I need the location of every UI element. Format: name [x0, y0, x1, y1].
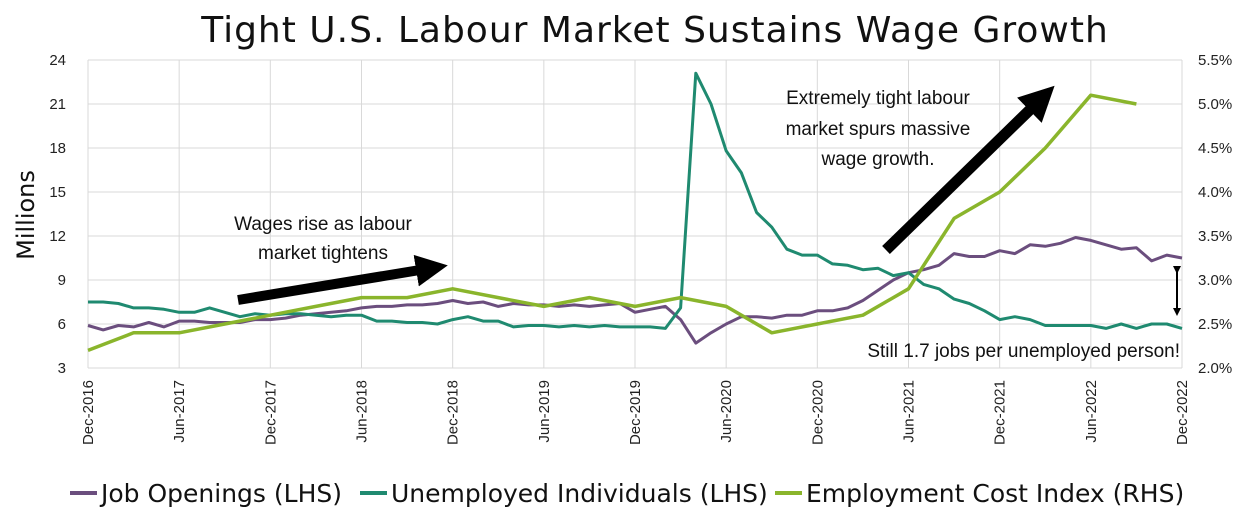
annotation-tight-line-1: Extremely tight labour [786, 88, 970, 109]
y-tick-label: 18 [49, 140, 66, 157]
y-tick-label: 12 [49, 228, 66, 245]
annotation-tight-line-3: wage growth. [820, 149, 934, 170]
series-line-employment-cost-index [87, 93, 1137, 353]
legend-item-job-openings: Job Openings (LHS) [70, 479, 342, 508]
annotations: Wages rise as labour market tightens Ext… [234, 88, 1180, 362]
x-tick-label: Dec-2019 [627, 380, 644, 445]
x-tick-label: Dec-2022 [1174, 380, 1191, 445]
annotation-wages-line-1: Wages rise as labour [234, 214, 412, 235]
x-tick-label: Jun-2017 [171, 380, 188, 443]
x-tick-label: Dec-2016 [80, 380, 97, 445]
legend-item-unemployed: Unemployed Individuals (LHS) [360, 479, 768, 508]
annotation-tight-line-2: market spurs massive [786, 119, 971, 140]
y2-tick-label: 2.0% [1198, 360, 1232, 377]
x-axis: Dec-2016 Jun-2017 Dec-2017 Jun-2018 Dec-2018… [80, 380, 1191, 445]
y-tick-label: 21 [49, 96, 66, 113]
legend-label-unemployed: Unemployed Individuals (LHS) [391, 479, 768, 508]
left-y-axis: 3 6 9 12 15 18 21 24 [49, 52, 66, 377]
y-axis-label: Millions [12, 170, 40, 260]
y2-tick-label: 4.5% [1198, 140, 1232, 157]
y2-tick-label: 3.0% [1198, 272, 1232, 289]
y2-tick-label: 4.0% [1198, 184, 1232, 201]
y2-tick-label: 3.5% [1198, 228, 1232, 245]
y-tick-label: 9 [58, 272, 66, 289]
y-tick-label: 15 [49, 184, 66, 201]
grid [87, 59, 1183, 369]
series-lines [87, 71, 1183, 353]
y-tick-label: 6 [58, 316, 66, 333]
x-tick-label: Dec-2020 [809, 380, 826, 445]
y2-tick-label: 5.5% [1198, 52, 1232, 69]
y-tick-label: 24 [49, 52, 66, 69]
x-tick-label: Dec-2017 [262, 380, 279, 445]
legend-label-job-openings: Job Openings (LHS) [99, 479, 342, 508]
x-tick-label: Jun-2020 [718, 380, 735, 443]
y-tick-label: 3 [58, 360, 66, 377]
x-tick-label: Dec-2021 [992, 380, 1009, 445]
x-tick-label: Jun-2021 [901, 380, 918, 443]
x-tick-label: Jun-2019 [536, 380, 553, 443]
legend-item-eci: Employment Cost Index (RHS) [775, 479, 1184, 508]
legend: Job Openings (LHS) Unemployed Individual… [70, 479, 1184, 508]
arrow-wages-rise [237, 254, 448, 305]
right-y-axis: 2.0% 2.5% 3.0% 3.5% 4.0% 4.5% 5.0% 5.5% [1198, 52, 1232, 377]
legend-label-eci: Employment Cost Index (RHS) [806, 479, 1184, 508]
y2-tick-label: 5.0% [1198, 96, 1232, 113]
x-tick-label: Jun-2018 [354, 380, 371, 443]
annotation-arrows [237, 85, 1181, 316]
y2-tick-label: 2.5% [1198, 316, 1232, 333]
x-tick-label: Dec-2018 [445, 380, 462, 445]
chart-title: Tight U.S. Labour Market Sustains Wage G… [200, 10, 1109, 51]
annotation-jobs-ratio: Still 1.7 jobs per unemployed person! [867, 341, 1180, 362]
x-tick-label: Jun-2022 [1083, 380, 1100, 443]
arrow-tight-market [882, 85, 1055, 254]
annotation-wages-line-2: market tightens [258, 243, 388, 264]
series-line-job-openings [87, 236, 1183, 345]
